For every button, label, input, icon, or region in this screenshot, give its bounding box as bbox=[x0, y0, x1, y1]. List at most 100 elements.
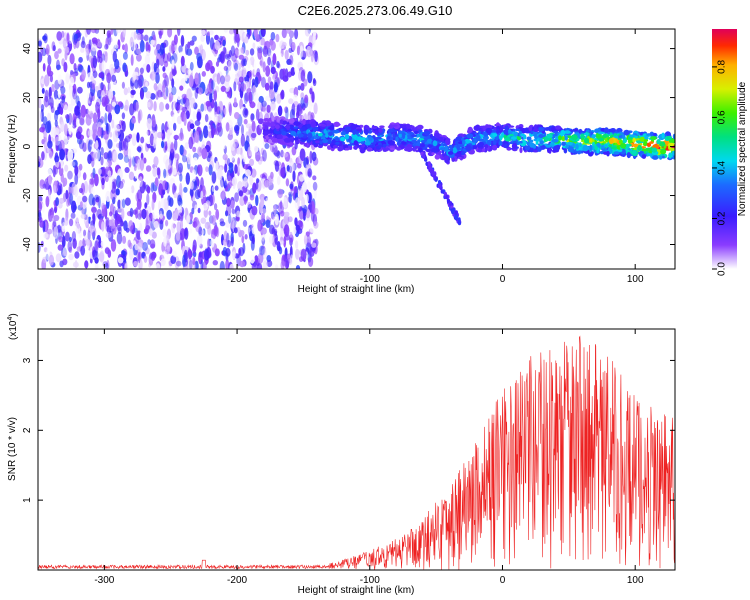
heatmap-cell bbox=[168, 87, 172, 94]
heatmap-cell bbox=[413, 130, 419, 135]
heatmap-cell bbox=[180, 127, 183, 140]
heatmap-cell bbox=[243, 58, 247, 67]
heatmap-cell bbox=[146, 193, 150, 206]
heatmap-cell bbox=[219, 52, 225, 63]
heatmap-cell bbox=[55, 134, 59, 143]
heatmap-cell bbox=[471, 142, 476, 146]
snr-xlabel: Height of straight line (km) bbox=[298, 585, 415, 596]
heatmap-cell bbox=[219, 35, 223, 42]
heatmap-cell bbox=[111, 119, 115, 129]
spectrogram-xlabel: Height of straight line (km) bbox=[298, 284, 415, 295]
heatmap-cell bbox=[419, 143, 426, 148]
heatmap-cell bbox=[298, 188, 304, 201]
heatmap-cell bbox=[190, 97, 196, 109]
heatmap-cell bbox=[210, 238, 215, 248]
heatmap-cell bbox=[269, 224, 275, 235]
heatmap-cell bbox=[82, 195, 88, 203]
heatmap-cell bbox=[313, 102, 318, 115]
heatmap-cell bbox=[104, 51, 108, 63]
heatmap-cell bbox=[43, 233, 49, 239]
heatmap-cell bbox=[223, 107, 228, 115]
heatmap-cell bbox=[171, 222, 176, 234]
heatmap-cell bbox=[249, 194, 255, 201]
heatmap-cell bbox=[183, 186, 188, 193]
x-tick-label: -300 bbox=[94, 274, 114, 285]
heatmap-cell bbox=[305, 242, 312, 251]
heatmap-cell bbox=[245, 49, 250, 56]
heatmap-cell bbox=[137, 78, 143, 89]
heatmap-cell bbox=[74, 251, 80, 259]
heatmap-cell bbox=[201, 229, 205, 235]
heatmap-cell bbox=[134, 79, 139, 89]
heatmap-cell bbox=[427, 144, 433, 148]
heatmap-cell bbox=[159, 219, 164, 230]
heatmap-cell bbox=[150, 71, 156, 81]
heatmap-cell bbox=[195, 220, 201, 233]
heatmap-cell bbox=[75, 131, 82, 140]
heatmap-cell bbox=[273, 204, 277, 216]
snr-series-line bbox=[38, 335, 675, 570]
heatmap-cell bbox=[176, 29, 181, 36]
heatmap-cell bbox=[486, 139, 492, 146]
x-tick-label: -200 bbox=[227, 575, 247, 586]
heatmap-cell bbox=[289, 55, 294, 66]
heatmap-cell bbox=[265, 122, 272, 126]
heatmap-cell bbox=[107, 32, 112, 46]
heatmap-cell bbox=[233, 249, 236, 257]
heatmap-cell bbox=[230, 45, 236, 57]
heatmap-cell bbox=[284, 49, 289, 61]
heatmap-cell bbox=[74, 165, 79, 176]
heatmap-cell bbox=[38, 155, 41, 165]
colorbar-gradient bbox=[712, 29, 737, 269]
heatmap-cell bbox=[67, 148, 74, 162]
heatmap-cell bbox=[136, 53, 142, 62]
heatmap-cell bbox=[252, 42, 256, 50]
heatmap-cell bbox=[122, 264, 125, 269]
heatmap-cell bbox=[302, 50, 308, 58]
heatmap-cell bbox=[193, 102, 198, 110]
heatmap-cell bbox=[193, 130, 200, 143]
heatmap-cell bbox=[109, 177, 113, 191]
heatmap-cell bbox=[209, 30, 214, 36]
heatmap-cell bbox=[61, 95, 66, 104]
heatmap-cell bbox=[327, 126, 335, 130]
heatmap-cell bbox=[234, 164, 238, 174]
heatmap-cell bbox=[317, 145, 323, 149]
heatmap-cell bbox=[57, 74, 62, 85]
heatmap-cell bbox=[311, 91, 315, 103]
heatmap-cell bbox=[287, 138, 294, 142]
heatmap-cell bbox=[109, 131, 113, 138]
heatmap-cell bbox=[63, 123, 68, 136]
heatmap-cell bbox=[121, 120, 126, 132]
heatmap-cell bbox=[43, 74, 50, 87]
heatmap-cell bbox=[532, 128, 539, 133]
heatmap-cell bbox=[123, 138, 129, 151]
heatmap-cell bbox=[99, 250, 105, 263]
heatmap-cell bbox=[189, 259, 193, 269]
heatmap-cell bbox=[171, 59, 175, 70]
heatmap-cell bbox=[215, 209, 220, 220]
heatmap-cell bbox=[265, 65, 271, 77]
heatmap-cell bbox=[101, 96, 107, 107]
heatmap-cell bbox=[440, 189, 444, 194]
heatmap-cell bbox=[52, 45, 56, 52]
heatmap-cell bbox=[159, 213, 163, 219]
heatmap-cell bbox=[87, 129, 93, 137]
x-tick-label: -100 bbox=[360, 274, 380, 285]
heatmap-cell bbox=[153, 156, 159, 167]
y-tick-label: 1 bbox=[22, 497, 33, 503]
heatmap-cell bbox=[52, 165, 56, 178]
heatmap-cell bbox=[563, 130, 571, 134]
heatmap-cell bbox=[201, 29, 206, 36]
heatmap-cell bbox=[42, 116, 48, 126]
heatmap-cell bbox=[344, 147, 350, 151]
heatmap-cell bbox=[145, 217, 149, 230]
heatmap-cell bbox=[160, 42, 165, 55]
heatmap-cell bbox=[64, 164, 69, 172]
heatmap-cell bbox=[567, 135, 572, 139]
heatmap-cell bbox=[173, 122, 177, 131]
heatmap-cell bbox=[214, 40, 221, 51]
heatmap-cell bbox=[152, 167, 157, 177]
heatmap-cell bbox=[309, 247, 315, 257]
heatmap-cell bbox=[91, 43, 97, 52]
